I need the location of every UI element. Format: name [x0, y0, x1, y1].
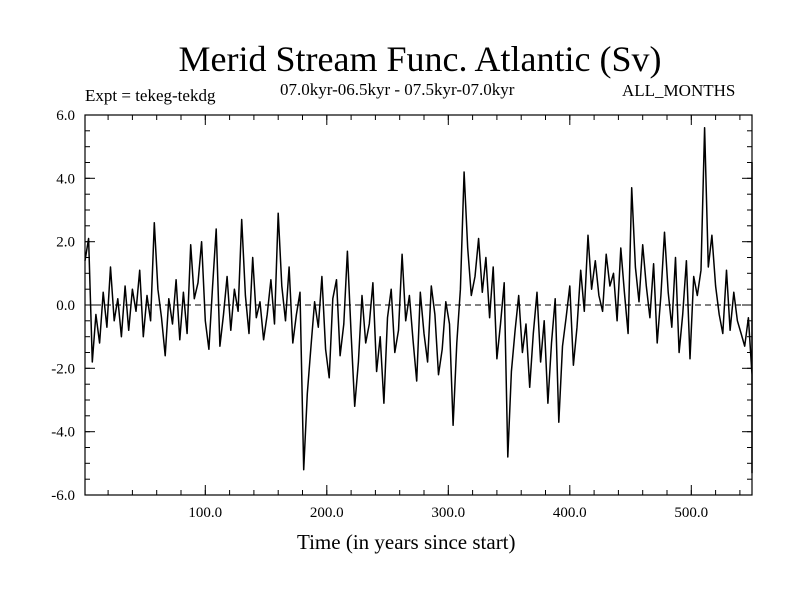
series-line [84, 126, 753, 474]
y-tick-label: 0.0 [56, 298, 75, 314]
x-tick-label: 200.0 [310, 505, 344, 521]
plot-frame [84, 114, 753, 496]
x-tick-label: 500.0 [674, 505, 708, 521]
season-label: ALL_MONTHS [622, 81, 736, 100]
y-tick-label: -2.0 [51, 361, 75, 377]
y-tick-label: 6.0 [56, 108, 75, 124]
chart-title: Merid Stream Func. Atlantic (Sv) [178, 39, 662, 79]
x-tick-label: 400.0 [553, 505, 587, 521]
y-tick-label: -4.0 [51, 425, 75, 441]
y-tick-label: 4.0 [56, 171, 75, 187]
x-tick-label: 300.0 [431, 505, 465, 521]
x-tick-label: 100.0 [188, 505, 222, 521]
y-tick-label: -6.0 [51, 488, 75, 504]
period-label: 07.0kyr-06.5kyr - 07.5kyr-07.0kyr [280, 80, 515, 99]
x-axis-label: Time (in years since start) [297, 530, 516, 554]
y-tick-label: 2.0 [56, 235, 75, 251]
experiment-label: Expt = tekeg-tekdg [85, 86, 216, 105]
